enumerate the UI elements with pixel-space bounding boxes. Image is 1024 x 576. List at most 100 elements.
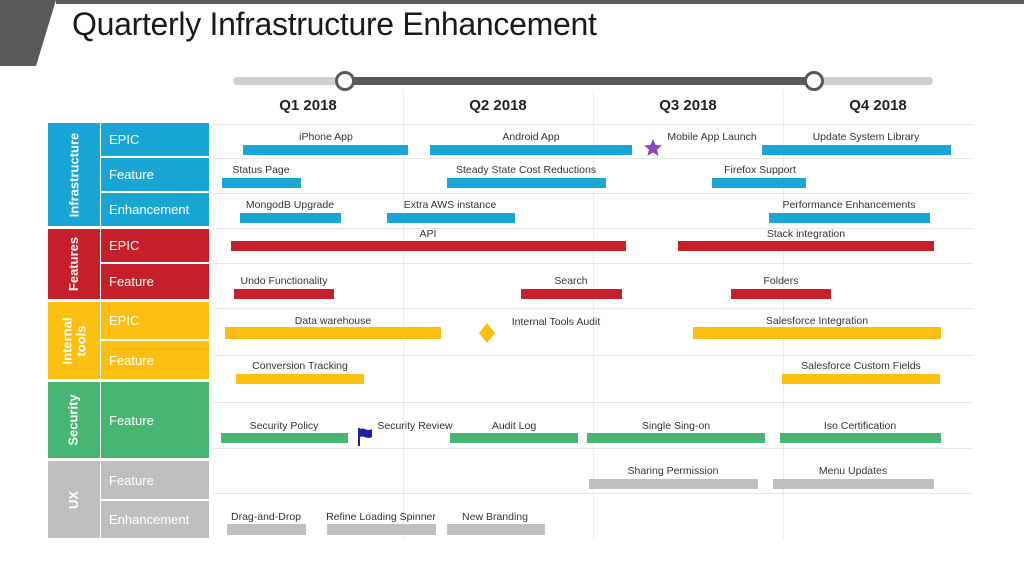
milestone-label: Internal Tools Audit [511, 316, 601, 328]
bar-android-app[interactable] [430, 145, 632, 155]
bar-new-branding[interactable] [447, 524, 545, 535]
group-internal-tools: Internal tools [48, 302, 100, 379]
timeline-start-handle[interactable] [335, 71, 355, 91]
bar-firefox-support[interactable] [712, 178, 806, 188]
bar-label: Single Sing-on [641, 420, 711, 432]
bar-refine-loading-spinner[interactable] [327, 524, 436, 535]
quarter-label-q1: Q1 2018 [279, 97, 337, 114]
bar-conversion-tracking[interactable] [236, 374, 364, 384]
bar-audit-log[interactable] [450, 433, 578, 443]
row-label-features-feature: Feature [101, 264, 209, 299]
quarter-label-q3: Q3 2018 [659, 97, 717, 114]
bar-label: Firefox Support [724, 164, 796, 176]
bar-label: Android App [502, 131, 560, 143]
bar-label: Undo Functionality [240, 275, 328, 287]
milestone-label: Security Review [377, 420, 453, 432]
bar-iso-certification[interactable] [780, 433, 941, 443]
row-label-security-feature: Feature [101, 382, 209, 458]
grid-hline [213, 402, 973, 403]
group-label: Features [66, 236, 82, 292]
bar-security-policy[interactable] [221, 433, 348, 443]
bar-label: Refine Loading Spinner [326, 511, 436, 523]
page-title: Quarterly Infrastructure Enhancement [72, 6, 597, 42]
bar-label: MongodB Upgrade [245, 199, 335, 211]
bar-label: Update System Library [812, 131, 920, 143]
bar-label: Folders [763, 275, 799, 287]
bar-menu-updates[interactable] [773, 479, 934, 489]
group-ux: UX [48, 461, 100, 538]
row-label-infrastructure-feature: Feature [101, 158, 209, 191]
row-label-infrastructure-enhancement: Enhancement [101, 193, 209, 226]
bar-label: Stack integration [766, 228, 846, 240]
row-label-internal-tools-epic: EPIC [101, 302, 209, 339]
diamond-icon[interactable] [477, 322, 497, 344]
bar-search[interactable] [521, 289, 622, 299]
bar-status-page[interactable] [222, 178, 301, 188]
grid-hline [213, 263, 973, 264]
group-label: Security [66, 394, 81, 446]
bar-api[interactable] [231, 241, 626, 251]
bar-label: Sharing Permission [627, 465, 719, 477]
grid-hline [213, 355, 973, 356]
quarter-label-q4: Q4 2018 [849, 97, 907, 114]
bar-label: Security Policy [249, 420, 319, 432]
bar-label: Steady State Cost Reductions [455, 164, 597, 176]
bar-undo-functionality[interactable] [234, 289, 334, 299]
row-label-features-epic: EPIC [101, 229, 209, 262]
quarter-label-q2: Q2 2018 [469, 97, 527, 114]
bar-sharing-permission[interactable] [589, 479, 758, 489]
bar-label: New Branding [462, 511, 528, 523]
group-label: Infrastructure [66, 132, 81, 217]
group-infrastructure: Infrastructure [48, 123, 100, 226]
bar-folders[interactable] [731, 289, 831, 299]
grid-hline [213, 193, 973, 194]
grid-hline [213, 448, 973, 449]
row-label-ux-enhancement: Enhancement [101, 501, 209, 538]
bar-data-warehouse[interactable] [225, 327, 441, 339]
bar-label: Search [554, 275, 588, 287]
grid-hline [213, 308, 973, 309]
group-security: Security [48, 382, 100, 458]
grid-hline [213, 493, 973, 494]
bar-label: Audit Log [491, 420, 537, 432]
bar-label: Status Page [232, 164, 290, 176]
bar-label: Iso Certification [823, 420, 897, 432]
bar-label: API [419, 228, 437, 240]
grid-hline [213, 124, 973, 125]
bar-label: Data warehouse [294, 315, 372, 327]
row-label-internal-tools-feature: Feature [101, 341, 209, 379]
bar-mongodb-upgrade[interactable] [240, 213, 341, 223]
row-label-infrastructure-epic: EPIC [101, 123, 209, 156]
bar-extra-aws-instance[interactable] [387, 213, 515, 223]
grid-hline [213, 228, 973, 229]
timeline-end-handle[interactable] [804, 71, 824, 91]
bar-steady-state-cost-reductions[interactable] [447, 178, 606, 188]
bar-update-system-library[interactable] [762, 145, 951, 155]
bar-drag-and-drop[interactable] [227, 524, 306, 535]
bar-label: Salesforce Integration [765, 315, 869, 327]
grid-hline [213, 158, 973, 159]
group-label: UX [66, 490, 81, 509]
grid-vline [403, 90, 404, 540]
bar-label: Conversion Tracking [252, 360, 348, 372]
group-label: Internal tools [59, 317, 88, 364]
bar-salesforce-integration[interactable] [693, 327, 941, 339]
grid-vline [593, 90, 594, 540]
bar-label: Drag-and-Drop [230, 511, 302, 523]
bar-salesforce-custom-fields[interactable] [782, 374, 940, 384]
grid-vline [783, 90, 784, 540]
bar-performance-enhancements[interactable] [769, 213, 930, 223]
bar-iphone-app[interactable] [243, 145, 408, 155]
bar-single-sign-on[interactable] [587, 433, 765, 443]
bar-label: Menu Updates [818, 465, 888, 477]
corner-tab-decoration [0, 0, 56, 66]
bar-label: Extra AWS instance [403, 199, 497, 211]
bar-stack-integration[interactable] [678, 241, 934, 251]
bar-label: Salesforce Custom Fields [801, 360, 921, 372]
star-icon[interactable] [643, 138, 663, 158]
milestone-label: Mobile App Launch [667, 131, 757, 143]
flag-icon[interactable] [356, 427, 374, 447]
group-features: Features [48, 229, 100, 299]
bar-label: iPhone App [299, 131, 353, 143]
top-border [56, 0, 1024, 4]
